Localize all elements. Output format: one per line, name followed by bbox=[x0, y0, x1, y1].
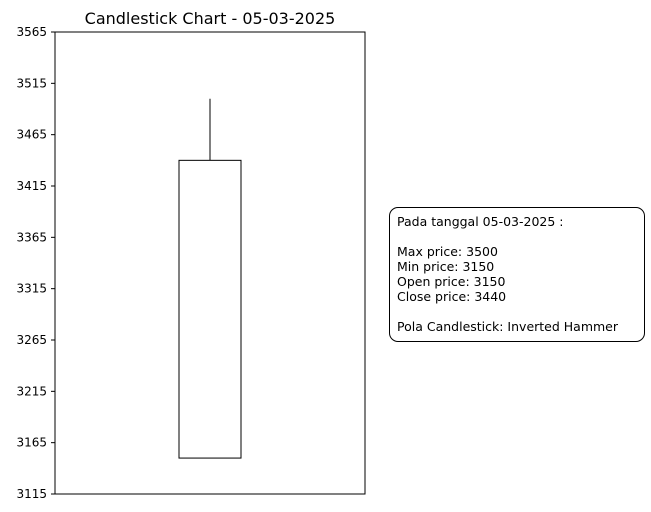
y-tick-label: 3165 bbox=[16, 436, 47, 450]
y-tick-label: 3365 bbox=[16, 230, 47, 244]
info-close-price: Close price: 3440 bbox=[397, 289, 507, 304]
info-max-price: Max price: 3500 bbox=[397, 244, 498, 259]
info-min-price: Min price: 3150 bbox=[397, 259, 495, 274]
plot-frame bbox=[54, 31, 366, 495]
y-tick-label: 3465 bbox=[16, 128, 47, 142]
y-tick-label: 3215 bbox=[16, 384, 47, 398]
info-box: Pada tanggal 05-03-2025 : Max price: 350… bbox=[389, 207, 645, 342]
chart-title: Candlestick Chart - 05-03-2025 bbox=[85, 9, 336, 28]
y-tick-label: 3515 bbox=[16, 76, 47, 90]
y-tick-label: 3115 bbox=[16, 487, 47, 501]
plot-area bbox=[54, 31, 366, 495]
y-axis: 3115 3165 3215 3265 3315 3365 3415 3465 3515 3565 bbox=[16, 25, 55, 501]
y-tick-label: 3415 bbox=[16, 179, 47, 193]
candle-body bbox=[178, 159, 242, 459]
y-tick-label: 3315 bbox=[16, 282, 47, 296]
info-open-price: Open price: 3150 bbox=[397, 274, 506, 289]
info-pattern: Pola Candlestick: Inverted Hammer bbox=[397, 319, 619, 334]
y-tick-label: 3265 bbox=[16, 333, 47, 347]
y-tick-label: 3565 bbox=[16, 25, 47, 39]
info-header: Pada tanggal 05-03-2025 : bbox=[397, 214, 564, 229]
